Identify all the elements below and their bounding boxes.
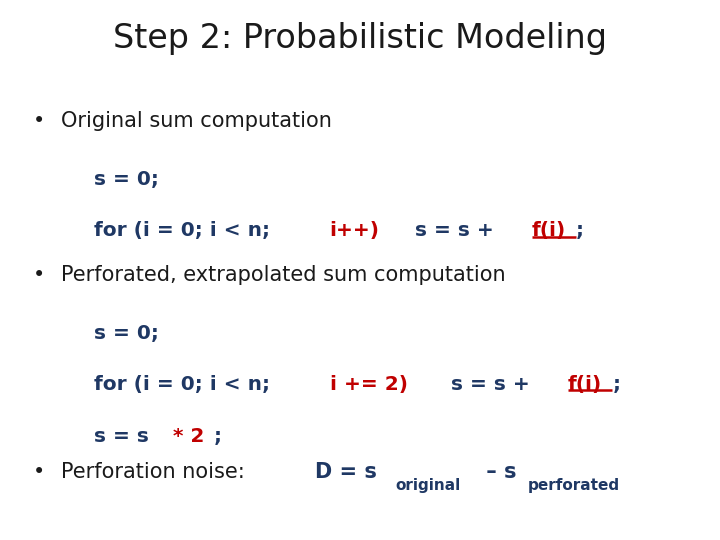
Text: Perforation noise:: Perforation noise: (61, 462, 258, 482)
Text: •: • (32, 111, 45, 131)
Text: •: • (32, 265, 45, 285)
Text: i += 2): i += 2) (330, 375, 408, 394)
Text: •: • (32, 462, 45, 482)
Text: s = s +: s = s + (431, 375, 537, 394)
Text: Perforated, extrapolated sum computation: Perforated, extrapolated sum computation (61, 265, 506, 285)
Text: i++): i++) (330, 221, 379, 240)
Text: ;: ; (612, 375, 621, 394)
Text: ;: ; (214, 427, 222, 446)
Text: f(i): f(i) (568, 375, 603, 394)
Text: f(i): f(i) (532, 221, 566, 240)
Text: – s: – s (480, 462, 517, 482)
Text: for (i = 0; i < n;: for (i = 0; i < n; (94, 375, 276, 394)
Text: original: original (395, 478, 461, 493)
Text: * 2: * 2 (174, 427, 204, 446)
Text: for (i = 0; i < n;: for (i = 0; i < n; (94, 221, 276, 240)
Text: Original sum computation: Original sum computation (61, 111, 332, 131)
Text: perforated: perforated (528, 478, 620, 493)
Text: s = s +: s = s + (395, 221, 501, 240)
Text: Step 2: Probabilistic Modeling: Step 2: Probabilistic Modeling (113, 22, 607, 55)
Text: ;: ; (576, 221, 584, 240)
Text: s = s: s = s (94, 427, 156, 446)
Text: s = 0;: s = 0; (94, 170, 158, 189)
Text: s = 0;: s = 0; (94, 324, 158, 343)
Text: D = s: D = s (315, 462, 377, 482)
